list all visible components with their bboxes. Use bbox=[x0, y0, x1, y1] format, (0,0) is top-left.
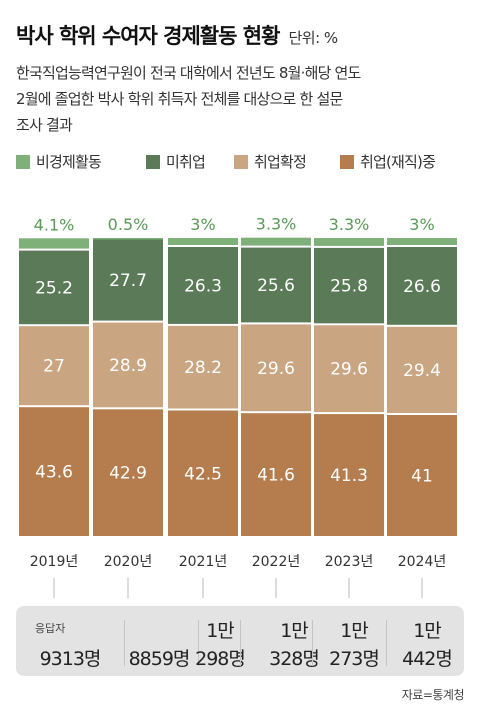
legend-swatch bbox=[146, 155, 160, 169]
data-label: 4.1% bbox=[34, 215, 75, 234]
divider bbox=[386, 620, 387, 666]
x-tick-label: 2020년 bbox=[104, 554, 153, 570]
legend-label: 취업(재직)중 bbox=[360, 153, 436, 171]
data-label: 26.6 bbox=[403, 277, 441, 297]
data-label: 3% bbox=[409, 215, 434, 234]
data-label: 28.2 bbox=[184, 358, 222, 378]
divider bbox=[124, 620, 125, 666]
respondents-count: 298명 bbox=[195, 648, 246, 670]
data-label: 41 bbox=[411, 467, 433, 487]
data-label: 3.3% bbox=[256, 215, 297, 234]
x-tick-label: 2023년 bbox=[325, 554, 374, 570]
bar-segment bbox=[314, 325, 384, 413]
respondents-count-line1: 1만 bbox=[280, 620, 309, 642]
data-label: 27 bbox=[43, 357, 65, 377]
respondents-cell: 8859명 bbox=[124, 606, 194, 676]
respondents-cell: 1만 298명 bbox=[185, 606, 255, 676]
data-label: 29.4 bbox=[403, 361, 441, 381]
bar-segment bbox=[387, 415, 457, 536]
bar-segment bbox=[241, 237, 311, 246]
data-label: 26.3 bbox=[184, 276, 222, 296]
legend-label: 취업확정 bbox=[254, 153, 307, 171]
bar-segment bbox=[19, 407, 89, 536]
unit-label: 단위: % bbox=[288, 29, 339, 47]
respondents-count: 9313명 bbox=[39, 648, 102, 670]
bar-segment bbox=[241, 413, 311, 536]
data-label: 25.6 bbox=[257, 276, 295, 296]
data-label: 41.6 bbox=[257, 466, 295, 486]
respondents-count: 442명 bbox=[402, 648, 453, 670]
respondents-cell: 1만 273명 bbox=[319, 606, 389, 676]
bar-segment bbox=[168, 247, 238, 324]
respondents-count: 273명 bbox=[329, 648, 380, 670]
divider bbox=[240, 620, 241, 666]
bar-segment bbox=[168, 238, 238, 245]
divider bbox=[312, 620, 313, 666]
bar-segment bbox=[241, 324, 311, 412]
respondents-count: 8859명 bbox=[128, 648, 191, 670]
bar-segment bbox=[314, 247, 384, 324]
x-tick-label: 2021년 bbox=[179, 554, 228, 570]
data-label: 0.5% bbox=[108, 215, 149, 234]
respondents-panel: 응답자 9313명 8859명 1만 298명 1만 328명 1만 273명 … bbox=[16, 606, 464, 676]
title-row: 박사 학위 수여자 경제활동 현황 단위: % bbox=[16, 20, 466, 50]
bar-segment bbox=[93, 322, 163, 408]
data-label: 28.9 bbox=[109, 356, 147, 376]
respondents-cell: 9313명 bbox=[35, 606, 105, 676]
bar-segment bbox=[93, 239, 163, 321]
bar-segment bbox=[387, 238, 457, 245]
respondents-count-line1: 1만 bbox=[413, 620, 442, 642]
data-label: 41.3 bbox=[330, 466, 368, 486]
data-label: 29.6 bbox=[257, 359, 295, 379]
chart-title: 박사 학위 수여자 경제활동 현황 bbox=[16, 24, 280, 48]
data-label: 25.2 bbox=[35, 278, 73, 298]
bar-segment bbox=[93, 238, 163, 240]
respondents-cell: 1만 442명 bbox=[392, 606, 462, 676]
bar-segment bbox=[387, 247, 457, 325]
x-tick-label: 2019년 bbox=[30, 554, 79, 570]
data-label: 25.8 bbox=[330, 277, 368, 297]
legend-swatch bbox=[16, 155, 30, 169]
data-label: 27.7 bbox=[109, 271, 147, 291]
data-label: 3.3% bbox=[329, 215, 370, 234]
respondents-count-line1: 1만 bbox=[340, 620, 369, 642]
data-label: 43.6 bbox=[35, 463, 73, 483]
subtitle-line: 한국직업능력연구원이 전국 대학에서 전년도 8월·해당 연도 bbox=[16, 64, 361, 82]
data-label: 3% bbox=[190, 215, 215, 234]
divider bbox=[198, 620, 199, 666]
bar-segment bbox=[168, 410, 238, 536]
legend: 비경제활동 미취업 취업확정 취업(재직)중 bbox=[16, 152, 472, 172]
x-tick-label: 2022년 bbox=[252, 554, 301, 570]
subtitle-line: 2월에 졸업한 박사 학위 취득자 전체를 대상으로 한 설문 bbox=[16, 90, 343, 108]
respondents-cell: 1만 328명 bbox=[259, 606, 329, 676]
respondents-count: 328명 bbox=[269, 648, 320, 670]
bar-segment bbox=[19, 326, 89, 406]
data-label: 42.5 bbox=[184, 464, 222, 484]
respondents-tag: 응답자 bbox=[35, 622, 66, 635]
legend-swatch bbox=[234, 155, 248, 169]
bar-segment bbox=[93, 409, 163, 536]
stacked-bar-chart: 43.6 27 25.2 4.1% 2019년 42.9 28.9 27.7 0.5% 2020년… bbox=[19, 215, 457, 598]
bar-segment bbox=[168, 325, 238, 409]
bar-segment bbox=[19, 250, 89, 325]
subtitle-line: 조사 결과 bbox=[16, 116, 73, 134]
respondents-count-line1: 1만 bbox=[206, 620, 235, 642]
legend-label: 비경제활동 bbox=[36, 153, 102, 171]
bar-segment bbox=[314, 238, 384, 246]
bar-segment bbox=[314, 414, 384, 536]
legend-swatch bbox=[340, 155, 354, 169]
bar-segment bbox=[241, 247, 311, 323]
data-label: 29.6 bbox=[330, 360, 368, 380]
legend-label: 미취업 bbox=[166, 153, 206, 171]
bar-segment bbox=[19, 238, 89, 249]
chart-subtitle: 한국직업능력연구원이 전국 대학에서 전년도 8월·해당 연도 2월에 졸업한 … bbox=[16, 60, 468, 138]
bar-segment bbox=[387, 326, 457, 413]
source-note: 자료=통계청 bbox=[401, 688, 465, 702]
data-label: 42.9 bbox=[109, 464, 147, 484]
x-tick-label: 2024년 bbox=[398, 554, 447, 570]
